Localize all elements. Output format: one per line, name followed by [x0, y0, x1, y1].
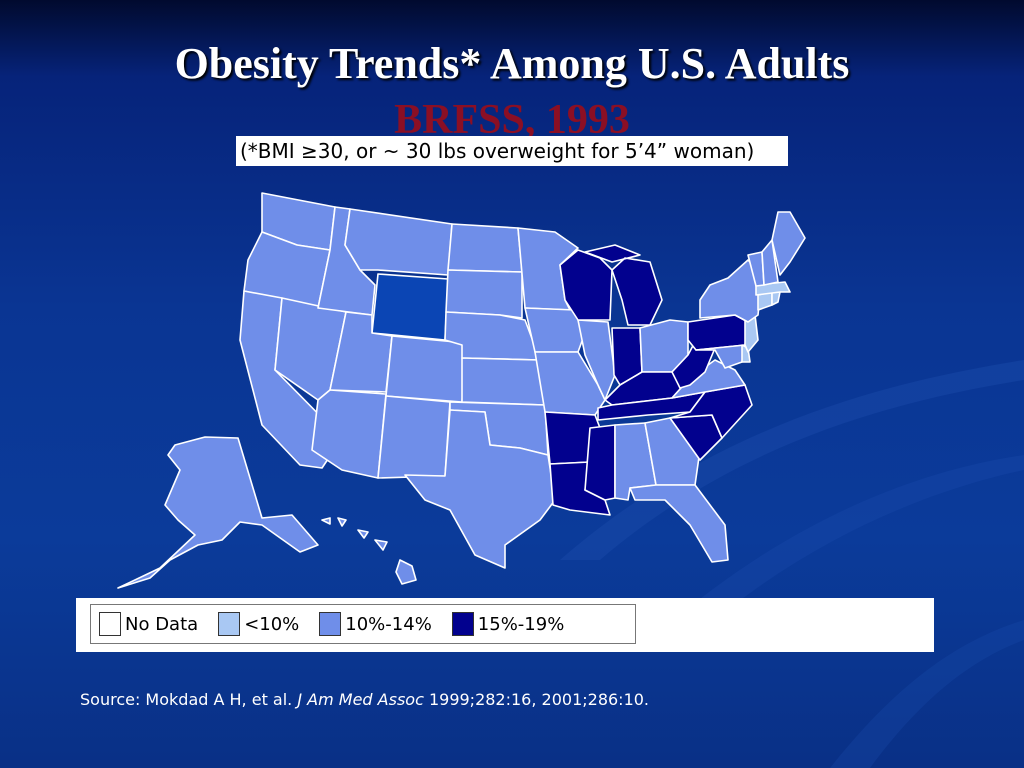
legend: No Data <10% 10%-14% 15%-19% — [90, 604, 636, 644]
legend-item-no-data: No Data — [99, 612, 198, 636]
legend-label: <10% — [244, 613, 300, 635]
slide-title: Obesity Trends* Among U.S. Adults — [174, 39, 850, 88]
legend-swatch-no-data — [99, 612, 121, 636]
legend-swatch-under-10 — [218, 612, 241, 636]
legend-item-under-10: <10% — [218, 612, 299, 636]
state-md — [695, 344, 746, 369]
legend-item-15-19: 15%-19% — [451, 612, 565, 636]
legend-label: 15%-19% — [477, 613, 565, 635]
source-citation: Source: Mokdad A H, et al. J Am Med Asso… — [80, 688, 720, 712]
legend-label: 10%-14% — [345, 613, 432, 635]
slide-subtitle: BRFSS, 1993 — [394, 97, 630, 143]
state-tx — [404, 409, 556, 569]
state-ms — [584, 424, 616, 501]
state-mt — [344, 208, 453, 276]
state-az — [311, 389, 387, 479]
state-wi — [559, 249, 613, 321]
state-ri — [771, 291, 781, 306]
state-ks — [461, 357, 546, 406]
state-nd — [447, 223, 523, 273]
us-obesity-map — [117, 192, 806, 589]
state-ga — [644, 417, 701, 486]
state-nm — [377, 395, 451, 479]
state-wy — [371, 273, 449, 341]
state-wv — [671, 339, 716, 389]
state-mi — [584, 244, 663, 326]
state-me — [771, 211, 806, 276]
source-suffix: 1999;282:16, 2001;286:10. — [423, 690, 650, 709]
legend-label: No Data — [125, 613, 199, 635]
state-sd — [445, 269, 523, 319]
state-hi — [321, 517, 417, 585]
state-co — [385, 335, 467, 403]
state-nh — [761, 239, 779, 286]
legend-swatch-10-14 — [319, 612, 342, 636]
legend-swatch-15-19 — [451, 612, 474, 636]
source-journal: J Am Med Assoc — [297, 690, 424, 709]
state-fl — [629, 484, 729, 563]
bmi-footnote: (*BMI ≥30, or ~ 30 lbs overweight for 5’… — [236, 136, 788, 166]
legend-item-10-14: 10%-14% — [319, 612, 432, 636]
state-ak — [117, 436, 319, 589]
state-pa — [687, 314, 749, 351]
source-prefix: Source: Mokdad A H, et al. — [80, 690, 298, 709]
